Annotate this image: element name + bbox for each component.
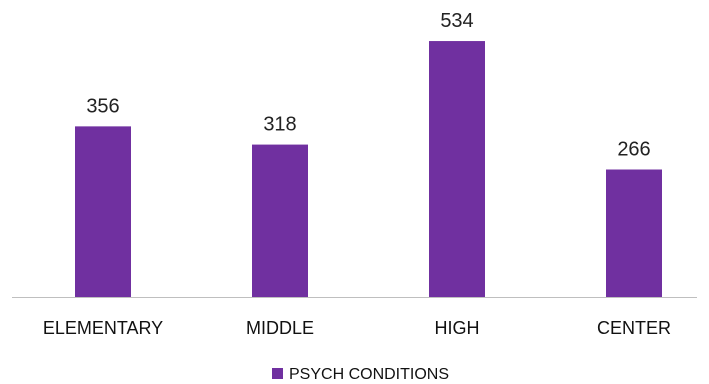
bar-high [429,41,485,297]
category-labels-group: ELEMENTARY MIDDLE HIGH CENTER [43,318,671,338]
bar-center [606,169,662,297]
bars-group [75,41,662,297]
category-label-middle: MIDDLE [246,318,314,338]
data-label-middle: 318 [263,114,296,136]
legend-swatch [272,368,283,379]
category-label-high: HIGH [435,318,480,338]
data-labels-group: 356 318 534 266 [86,10,650,160]
category-label-elementary: ELEMENTARY [43,318,163,338]
data-label-center: 266 [617,139,650,161]
category-label-center: CENTER [597,318,671,338]
bar-elementary [75,126,131,297]
data-label-elementary: 356 [86,95,119,117]
data-label-high: 534 [440,10,473,32]
legend-label: PSYCH CONDITIONS [289,366,449,383]
bar-middle [252,144,308,297]
legend: PSYCH CONDITIONS [272,366,449,383]
